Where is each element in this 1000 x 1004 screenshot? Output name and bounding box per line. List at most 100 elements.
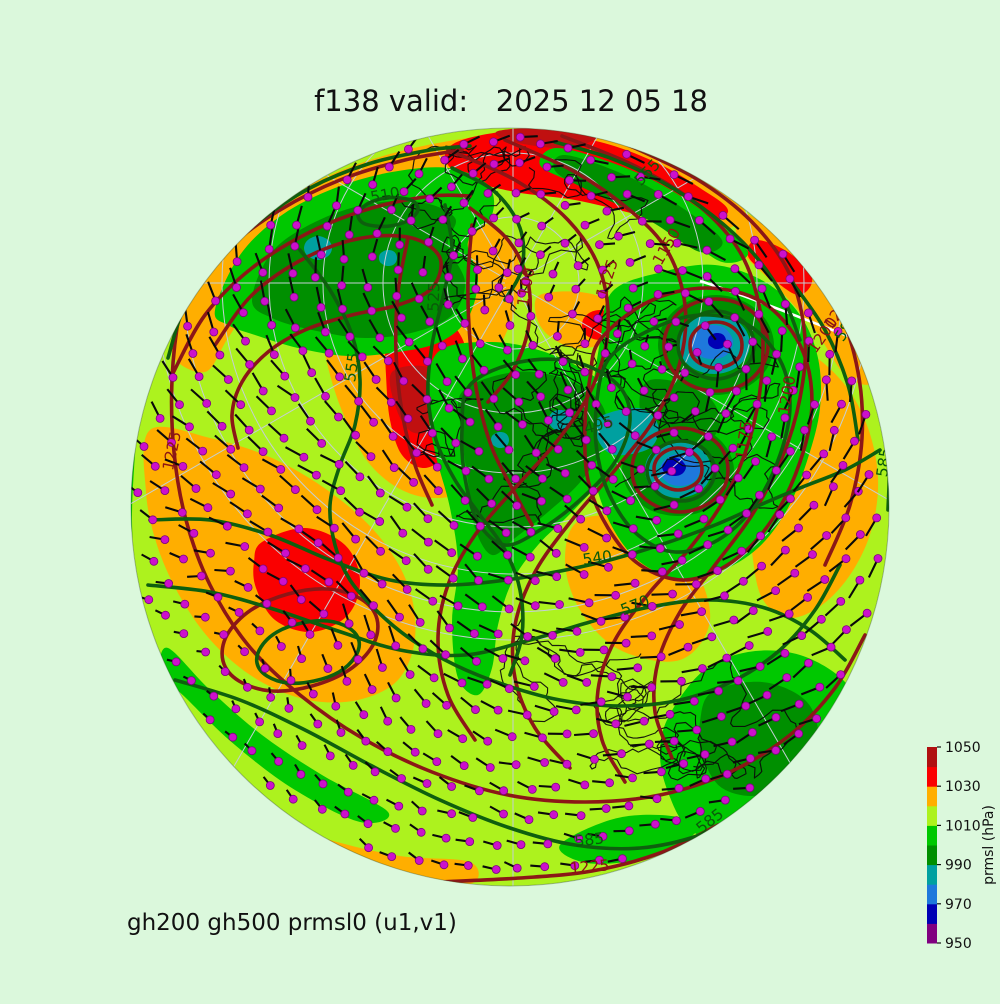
wind-arrow-dot [786, 495, 794, 503]
wind-arrow-dot [758, 562, 766, 570]
wind-arrow-dot [473, 552, 481, 560]
wind-arrow-dot [172, 658, 180, 666]
wind-arrow-dot [695, 216, 703, 224]
wind-arrow-dot [717, 713, 725, 721]
wind-arrow-dot [323, 222, 331, 230]
colorbar-segment [927, 767, 937, 787]
wind-arrow-dot [755, 310, 763, 318]
wind-arrow-dot [378, 664, 386, 672]
wind-arrow-dot [203, 399, 211, 407]
wind-arrow-dot [580, 571, 588, 579]
wind-arrow-dot [804, 593, 812, 601]
wind-arrow-dot [640, 717, 648, 725]
wind-arrow-dot [656, 545, 664, 553]
wind-arrow-dot [554, 445, 562, 453]
wind-arrow-dot [670, 429, 678, 437]
wind-arrow-dot [476, 522, 484, 530]
wind-arrow-dot [324, 665, 332, 673]
wind-arrow-dot [535, 370, 543, 378]
wind-arrow-dot [337, 729, 345, 737]
wind-arrow-dot [370, 602, 378, 610]
wind-arrow-dot [532, 449, 540, 457]
wind-arrow-dot [561, 469, 569, 477]
wind-arrow-dot [577, 812, 585, 820]
wind-arrow-dot [830, 426, 838, 434]
wind-arrow-dot [334, 554, 342, 562]
wind-arrow-dot [221, 668, 229, 676]
wind-arrow-dot [513, 215, 521, 223]
wind-arrow-dot [600, 646, 608, 654]
wind-arrow-dot [495, 284, 503, 292]
wind-arrow-dot [646, 240, 654, 248]
wind-arrow-dot [490, 395, 498, 403]
wind-arrow-dot [541, 863, 549, 871]
wind-arrow-dot [195, 373, 203, 381]
wind-arrow-dot [418, 807, 426, 815]
wind-arrow-dot [322, 392, 330, 400]
wind-arrow-dot [810, 501, 818, 509]
wind-arrow-dot [268, 321, 276, 329]
wind-arrow-dot [706, 388, 714, 396]
wind-arrow-dot [563, 495, 571, 503]
wind-arrow-dot [239, 309, 247, 317]
wind-arrow-dot [734, 677, 742, 685]
wind-arrow-dot [392, 642, 400, 650]
wind-arrow-dot [691, 407, 699, 415]
wind-arrow-dot [704, 541, 712, 549]
wind-arrow-dot [512, 189, 520, 197]
wind-arrow-dot [731, 265, 739, 273]
wind-arrow-dot [856, 531, 864, 539]
wind-arrow-dot [399, 529, 407, 537]
wind-arrow-dot [556, 601, 564, 609]
wind-arrow-dot [705, 298, 713, 306]
wind-arrow-dot [563, 730, 571, 738]
wind-arrow-dot [724, 526, 732, 534]
wind-arrow-dot [308, 369, 316, 377]
wind-arrow-dot [419, 268, 427, 276]
wind-arrow-dot [730, 616, 738, 624]
wind-arrow-dot [625, 802, 633, 810]
wind-arrow-dot [756, 663, 764, 671]
wind-arrow-dot [289, 269, 297, 277]
wind-arrow-dot [772, 467, 780, 475]
wind-arrow-dot [559, 678, 567, 686]
wind-arrow-dot [577, 515, 585, 523]
wind-arrow-dot [531, 602, 539, 610]
wind-arrow-dot [618, 855, 626, 863]
wind-arrow-dot [275, 504, 283, 512]
wind-arrow-dot [233, 284, 241, 292]
wind-arrow-dot [309, 690, 317, 698]
wind-arrow-dot [243, 510, 251, 518]
colorbar-tick-label: 970 [945, 897, 972, 913]
colorbar-tick-label: 990 [945, 858, 972, 874]
wind-arrow-dot [387, 398, 395, 406]
wind-arrow-dot [490, 160, 498, 168]
wind-arrow-dot [781, 300, 789, 308]
wind-arrow-dot [368, 686, 376, 694]
wind-arrow-dot [623, 693, 631, 701]
wind-arrow-dot [481, 306, 489, 314]
wind-arrow-dot [355, 397, 363, 405]
wind-arrow-dot [525, 816, 533, 824]
wind-arrow-dot [445, 273, 453, 281]
wind-arrow-dot [728, 738, 736, 746]
wind-arrow-dot [862, 410, 870, 418]
wind-arrow-dot [554, 525, 562, 533]
wind-arrow-dot [772, 713, 780, 721]
wind-arrow-dot [145, 596, 153, 604]
colorbar-axis-label: prmsl (hPa) [981, 805, 997, 885]
wind-arrow-dot [368, 307, 376, 315]
wind-arrow-dot [179, 462, 187, 470]
wind-arrow-dot [156, 414, 164, 422]
wind-arrow-dot [594, 315, 602, 323]
wind-arrow-dot [597, 617, 605, 625]
wind-arrow-dot [538, 222, 546, 230]
wind-arrow-dot [703, 246, 711, 254]
wind-arrow-dot [672, 318, 680, 326]
wind-arrow-dot [277, 643, 285, 651]
wind-arrow-dot [490, 214, 498, 222]
wind-arrow-dot [711, 464, 719, 472]
wind-arrow-dot [443, 701, 451, 709]
wind-arrow-dot [223, 522, 231, 530]
wind-arrow-dot [285, 704, 293, 712]
